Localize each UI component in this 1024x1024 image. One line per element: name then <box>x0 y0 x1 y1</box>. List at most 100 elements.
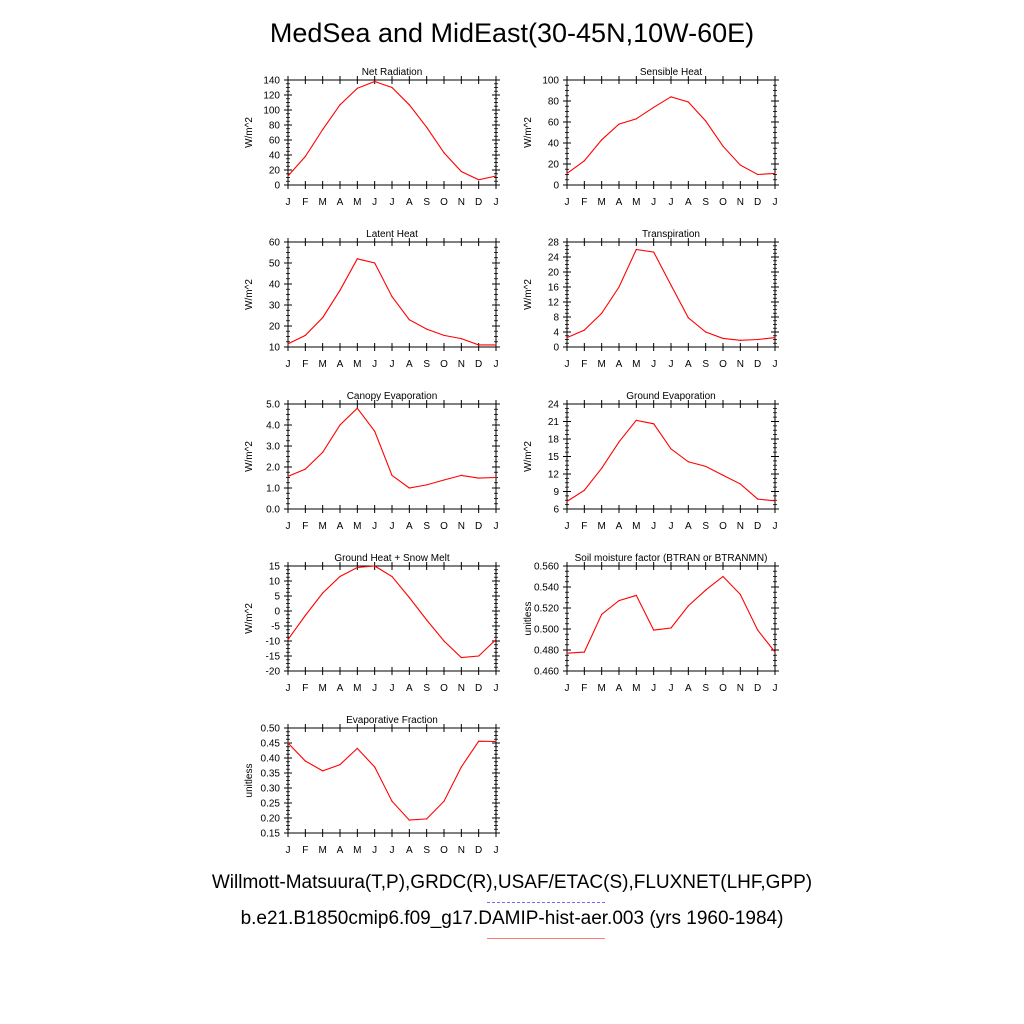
data-point <box>635 118 637 120</box>
x-tick-label: N <box>458 845 465 856</box>
y-axis-label: W/m^2 <box>244 279 255 310</box>
x-tick-label: A <box>616 359 623 370</box>
x-tick-label: O <box>719 359 727 370</box>
x-tick-label: M <box>353 845 361 856</box>
x-tick-label: N <box>737 197 744 208</box>
x-tick-label: J <box>773 521 778 532</box>
x-tick-label: J <box>669 197 674 208</box>
panel-title: Canopy Evaporation <box>347 391 438 402</box>
x-tick-label: A <box>337 359 344 370</box>
x-tick-label: J <box>372 521 377 532</box>
x-tick-label: J <box>773 197 778 208</box>
data-point <box>356 566 358 569</box>
x-tick-label: M <box>597 521 605 532</box>
x-tick-label: J <box>286 359 291 370</box>
chart-panel-6: Ground Heat + Snow Melt -20 -15 -10 -5 0 5 10 15… <box>244 553 500 694</box>
x-tick-label: J <box>390 845 395 856</box>
x-tick-label: A <box>616 683 623 694</box>
data-point <box>670 627 672 629</box>
data-point <box>757 498 759 500</box>
x-tick-label: M <box>632 359 640 370</box>
x-tick-label: J <box>565 521 570 532</box>
data-point <box>774 172 776 175</box>
y-tick-label: 6 <box>553 505 559 516</box>
data-point <box>739 339 741 341</box>
data-point <box>687 317 689 319</box>
y-axis-label: W/m^2 <box>523 117 534 148</box>
data-point <box>722 575 724 578</box>
y-tick-label: 120 <box>263 91 280 102</box>
x-tick-label: J <box>669 359 674 370</box>
x-tick-label: J <box>372 359 377 370</box>
data-point <box>426 619 428 621</box>
y-tick-label: -15 <box>266 652 281 663</box>
y-tick-label: 0.35 <box>261 769 281 780</box>
data-point <box>635 248 637 251</box>
y-tick-label: 4 <box>553 328 559 339</box>
data-point <box>601 312 603 314</box>
series-line-0 <box>287 565 497 659</box>
series-line-0 <box>566 575 776 654</box>
data-point <box>443 640 445 642</box>
x-tick-label: F <box>581 521 587 532</box>
y-tick-label: 4.0 <box>266 421 280 432</box>
data-point <box>304 760 306 762</box>
data-point <box>566 652 568 654</box>
x-tick-label: M <box>597 197 605 208</box>
data-point <box>408 819 410 821</box>
y-tick-label: 30 <box>269 301 281 312</box>
data-point <box>460 474 462 476</box>
data-point <box>374 262 376 264</box>
data-point <box>443 800 445 802</box>
x-tick-label: F <box>581 683 587 694</box>
x-tick-label: A <box>406 521 413 532</box>
data-point <box>601 613 603 615</box>
figure-title: MedSea and MidEast(30-45N,10W-60E) <box>269 18 755 48</box>
x-tick-label: A <box>337 521 344 532</box>
x-tick-label: D <box>475 683 482 694</box>
data-point <box>653 629 655 631</box>
data-point <box>356 407 358 409</box>
data-point <box>356 258 358 260</box>
y-tick-label: 0.500 <box>534 625 559 636</box>
plot-frame <box>566 241 776 348</box>
y-tick-label: 40 <box>548 139 560 150</box>
series-line-0 <box>566 248 776 341</box>
data-point <box>356 747 358 750</box>
data-point <box>495 638 497 641</box>
y-tick-label: 0 <box>274 181 280 192</box>
data-point <box>460 338 462 340</box>
data-point <box>374 565 376 567</box>
data-point <box>739 483 741 485</box>
data-point <box>478 477 480 479</box>
y-tick-label: 0.30 <box>261 784 281 795</box>
y-tick-label: 0.40 <box>261 754 281 765</box>
data-point <box>774 651 776 653</box>
x-tick-label: M <box>353 197 361 208</box>
x-tick-label: D <box>754 683 761 694</box>
plot-frame <box>287 565 497 672</box>
y-tick-label: 20 <box>269 322 281 333</box>
y-tick-label: 0.540 <box>534 583 559 594</box>
x-tick-label: F <box>302 683 308 694</box>
x-tick-label: O <box>440 359 448 370</box>
x-tick-label: J <box>494 197 499 208</box>
x-tick-label: N <box>737 683 744 694</box>
data-point <box>601 467 603 469</box>
x-tick-label: N <box>458 521 465 532</box>
data-point <box>687 461 689 463</box>
y-tick-label: 0 <box>553 343 559 354</box>
data-point <box>443 334 445 337</box>
y-tick-label: 28 <box>548 238 560 249</box>
data-point <box>339 289 341 291</box>
x-tick-label: M <box>318 359 326 370</box>
x-tick-label: J <box>773 683 778 694</box>
x-tick-label: M <box>632 521 640 532</box>
x-tick-label: J <box>565 359 570 370</box>
y-tick-label: 15 <box>269 562 281 573</box>
x-tick-label: A <box>406 359 413 370</box>
x-tick-label: D <box>754 197 761 208</box>
